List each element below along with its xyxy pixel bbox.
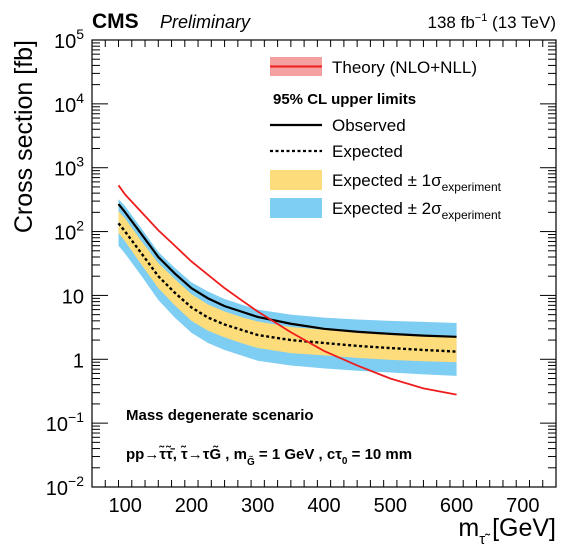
lumi-value: 138 fb (428, 13, 475, 32)
process-label: pp→τ̃τ̃̄, τ̃→τG̃ , mG̃ = 1 GeV , cτ0 = 1… (126, 445, 412, 468)
legend-observed-label: Observed (332, 116, 406, 135)
y-tick-label: 10−2 (46, 473, 84, 500)
y-tick-label: 104 (54, 90, 84, 117)
plot-frame (91, 39, 557, 488)
legend-heading: 95% CL upper limits (273, 91, 416, 108)
legend: Theory (NLO+NLL) 95% CL upper limits Obs… (270, 57, 502, 222)
curves (117, 184, 457, 396)
legend-band2-label: Expected ± 2σexperiment (332, 199, 502, 222)
scenario-label: Mass degenerate scenario (126, 407, 314, 424)
y-tick-label: 1 (73, 350, 84, 372)
legend-band1-swatch (270, 170, 322, 190)
y-tick-label: 102 (54, 218, 84, 245)
y-tick-label: 10−1 (46, 409, 84, 436)
x-tick-label: 100 (108, 495, 141, 517)
axis-ticks: 100 200 300 400 500 600 700 10−2 10−1 1 10 102 103 10… (46, 26, 557, 517)
y-tick-label: 105 (54, 26, 84, 53)
x-tick-label: 200 (175, 495, 208, 517)
legend-expected-label: Expected (332, 142, 403, 161)
legend-theory-label: Theory (NLO+NLL) (332, 58, 477, 77)
preliminary-label: Preliminary (160, 12, 251, 32)
y-tick-label: 10 (62, 286, 84, 308)
x-tick-label: 400 (307, 495, 340, 517)
band-1sigma (118, 211, 457, 363)
lumi-exponent: −1 (475, 12, 488, 24)
x-tick-label: 700 (506, 495, 539, 517)
legend-band2-swatch (270, 198, 322, 218)
expected-line (117, 222, 457, 353)
x-tick-label: 600 (440, 495, 473, 517)
theory-line (117, 184, 457, 396)
observed-line (117, 203, 457, 338)
x-axis-label: mτ̃ [GeV] (458, 514, 556, 548)
legend-band1-label: Expected ± 1σexperiment (332, 171, 502, 194)
luminosity-label: 138 fb−1 (13 TeV) (428, 12, 556, 32)
lumi-energy: (13 TeV) (487, 13, 556, 32)
y-axis-label: Cross section [fb] (10, 40, 38, 233)
x-tick-label: 300 (241, 495, 274, 517)
y-tick-label: 103 (54, 154, 84, 181)
x-tick-label: 500 (374, 495, 407, 517)
cms-label: CMS (92, 10, 139, 33)
